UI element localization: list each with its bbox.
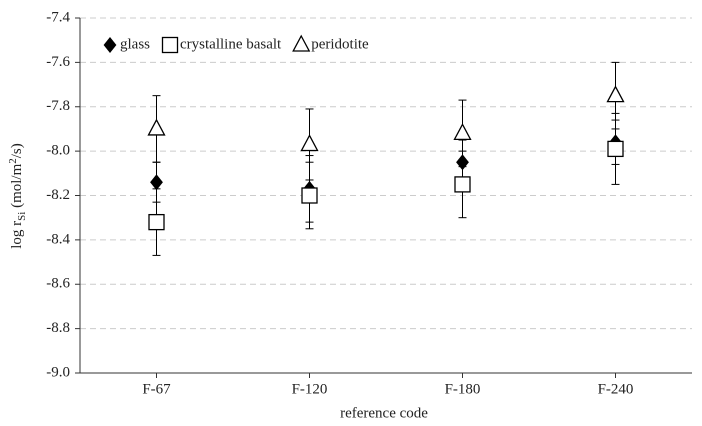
marker-triangle bbox=[300, 134, 319, 152]
y-label-sup: 2 bbox=[7, 158, 19, 164]
x-tick-label: F-120 bbox=[292, 381, 328, 397]
x-axis-label: reference code bbox=[340, 405, 428, 421]
x-tick-label: F-67 bbox=[142, 381, 171, 397]
x-tick-label: F-180 bbox=[445, 381, 481, 397]
legend-label: peridotite bbox=[311, 36, 369, 52]
marker-square bbox=[607, 140, 624, 158]
y-label-sub: Si bbox=[16, 212, 28, 221]
marker-diamond bbox=[103, 37, 117, 53]
marker-square bbox=[161, 36, 179, 54]
y-tick-label: -8.0 bbox=[46, 143, 70, 159]
legend-label: glass bbox=[120, 36, 150, 52]
y-tick-label: -8.8 bbox=[46, 320, 70, 336]
marker-diamond bbox=[150, 174, 163, 191]
legend-label: crystalline basalt bbox=[180, 36, 282, 52]
y-tick-label: -7.6 bbox=[46, 54, 70, 70]
marker-triangle bbox=[147, 118, 166, 136]
marker-triangle bbox=[606, 85, 625, 103]
y-label-part: log r bbox=[9, 221, 25, 249]
y-axis-label: log rSi (mol/m2/s) bbox=[7, 143, 28, 249]
marker-square bbox=[454, 176, 471, 193]
x-tick-label: F-240 bbox=[598, 381, 634, 397]
y-label-part: (mol/m bbox=[9, 163, 25, 211]
y-tick-label: -8.6 bbox=[46, 276, 70, 292]
y-label-part: /s) bbox=[9, 143, 25, 158]
y-tick-label: -8.4 bbox=[46, 231, 70, 247]
marker-triangle bbox=[453, 122, 472, 141]
marker-square bbox=[148, 213, 165, 231]
marker-triangle bbox=[292, 34, 311, 52]
y-tick-label: -7.4 bbox=[46, 9, 70, 25]
y-tick-label: -7.8 bbox=[46, 98, 70, 114]
marker-square bbox=[301, 187, 318, 204]
y-tick-label: -9.0 bbox=[46, 364, 70, 380]
marker-diamond bbox=[456, 154, 469, 171]
y-tick-label: -8.2 bbox=[46, 187, 70, 203]
